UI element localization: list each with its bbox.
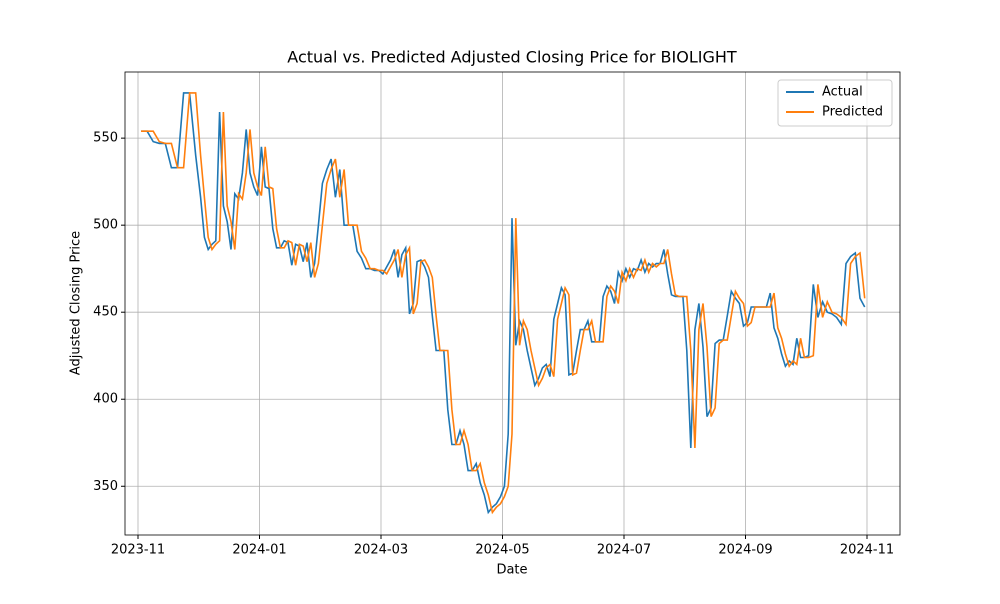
x-tick-label: 2024-09 [718, 543, 772, 558]
y-tick-label: 500 [93, 218, 118, 233]
x-tick-label: 2024-07 [597, 543, 651, 558]
x-tick-label: 2024-01 [232, 543, 286, 558]
chart-title: Actual vs. Predicted Adjusted Closing Pr… [287, 48, 737, 67]
x-axis-label: Date [496, 563, 527, 578]
y-axis-label: Adjusted Closing Price [69, 231, 84, 375]
legend-label: Actual [822, 85, 863, 100]
plot-frame [124, 71, 901, 536]
data-line [141, 92, 866, 515]
x-tick-label: 2024-05 [475, 543, 529, 558]
x-tick-label: 2024-11 [840, 543, 894, 558]
y-tick-label: 550 [93, 131, 118, 146]
legend-label: Predicted [822, 105, 883, 120]
x-tick-label: 2023-11 [111, 543, 165, 558]
y-tick-label: 350 [93, 479, 118, 494]
y-tick-label: 450 [93, 305, 118, 320]
data-line [141, 92, 866, 515]
y-tick-label: 400 [93, 392, 118, 407]
x-tick-label: 2024-03 [354, 543, 408, 558]
legend: Actual Predicted [777, 79, 893, 127]
